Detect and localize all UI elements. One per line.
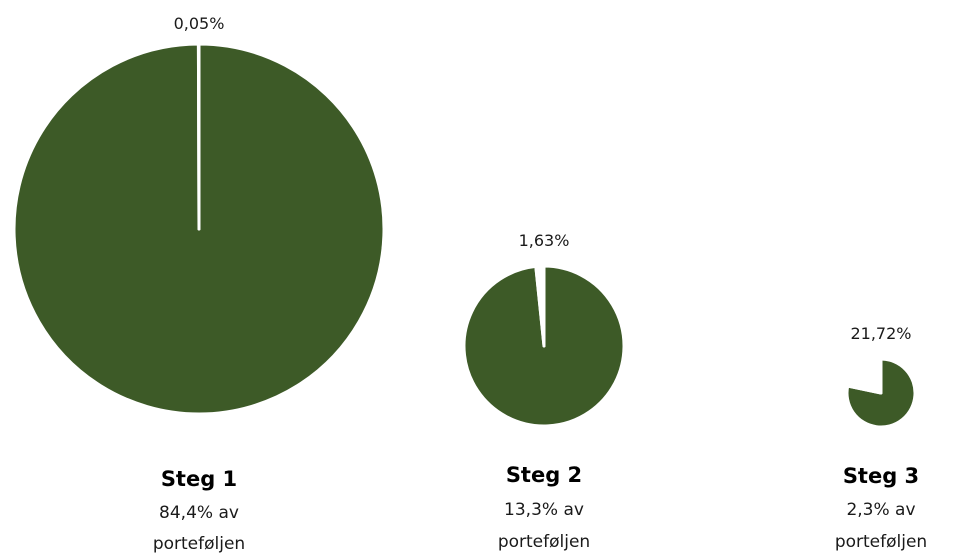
portfolio-label: porteføljen (498, 532, 590, 552)
portfolio-share-label: 13,3% av (504, 500, 584, 520)
pie-chart-step-2: 1,63% Steg 2 13,3% av porteføljen (462, 231, 626, 552)
pie-chart-step-3: 21,72% Steg 3 2,3% av porteføljen (835, 324, 927, 552)
step-title: Steg 2 (506, 463, 582, 487)
step-title: Steg 1 (161, 467, 237, 491)
step-title: Steg 3 (843, 464, 919, 488)
pie-slice-segment (846, 357, 883, 395)
slice-percentage-label: 0,05% (174, 14, 225, 33)
pie-slice-segment (196, 42, 201, 231)
portfolio-share-label: 2,3% av (846, 500, 915, 520)
pie-slice-segment (534, 264, 546, 348)
pie-chart-step-1: 0,05% Steg 1 84,4% av porteføljen (12, 14, 386, 554)
portfolio-share-label: 84,4% av (159, 503, 239, 523)
slice-percentage-label: 1,63% (519, 231, 570, 250)
portfolio-label: porteføljen (153, 534, 245, 554)
slice-percentage-label: 21,72% (850, 324, 911, 343)
portfolio-label: porteføljen (835, 532, 927, 552)
